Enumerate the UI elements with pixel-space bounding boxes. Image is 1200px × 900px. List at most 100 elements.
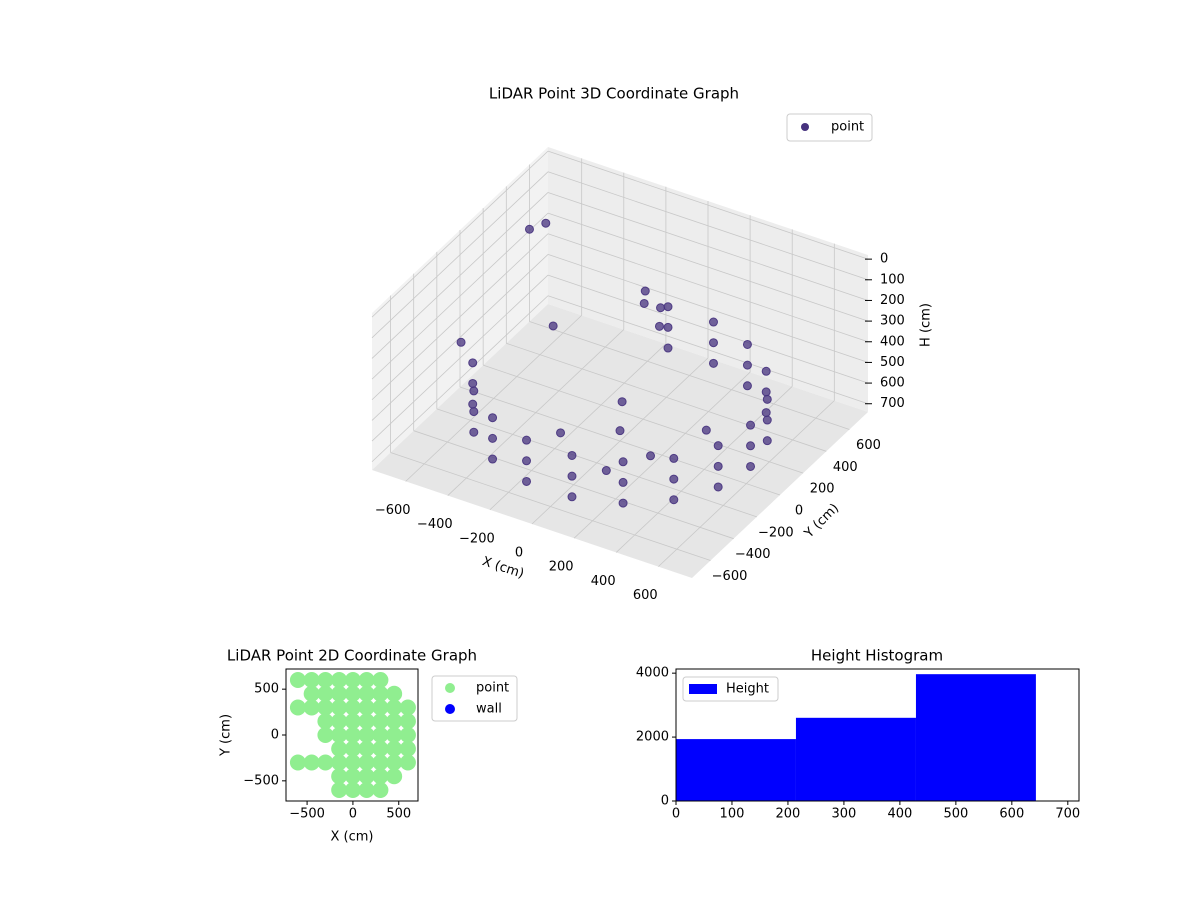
grid-line: [547, 171, 869, 281]
point-3d: [761, 366, 771, 376]
x-tick-label: 100: [720, 807, 745, 822]
x-tick-label: 400: [591, 574, 616, 589]
point: [344, 685, 361, 702]
point-3d: [468, 378, 478, 388]
point-3d: [615, 426, 625, 436]
point: [399, 740, 416, 757]
histogram-bar: [676, 739, 796, 801]
point-3d: [701, 425, 711, 435]
point: [344, 768, 361, 785]
point-3d: [456, 337, 466, 347]
point-3d: [640, 286, 650, 296]
point-3d: [708, 317, 718, 327]
point: [317, 727, 334, 743]
point: [344, 740, 361, 757]
x-tick-label: −600: [375, 503, 411, 518]
grid-line: [547, 233, 869, 343]
point: [289, 754, 306, 771]
point-3d: [708, 338, 718, 348]
legend-label: point: [476, 681, 509, 696]
point-3d: [713, 461, 723, 471]
z-tick-label: 500: [880, 355, 905, 370]
point-3d: [639, 298, 649, 308]
point-3d: [567, 492, 577, 502]
point-3d: [468, 358, 478, 368]
z-axis-label: H (cm): [919, 303, 934, 347]
x-tick-label: 0: [349, 807, 357, 822]
legend-marker: [445, 704, 455, 714]
point-3d: [548, 321, 558, 331]
point: [344, 754, 361, 771]
point: [386, 768, 403, 785]
grid-line: [547, 274, 869, 384]
x-tick-label: 500: [386, 807, 411, 822]
point: [358, 768, 375, 785]
point: [331, 754, 348, 771]
point-3d: [469, 386, 479, 396]
x-tick-label: 0: [672, 807, 680, 822]
z-tick-label: 0: [880, 252, 888, 267]
x-axis-label: X (cm): [331, 830, 374, 845]
y-tick-label: −500: [243, 773, 279, 788]
x-tick-label: 0: [515, 546, 523, 561]
x-tick-label: −200: [459, 531, 495, 546]
point-3d: [522, 476, 532, 486]
point: [372, 699, 389, 716]
grid-line: [371, 233, 549, 401]
point-3d: [656, 303, 666, 313]
point-3d: [522, 456, 532, 466]
point: [317, 699, 334, 716]
point: [386, 685, 403, 702]
point: [331, 782, 348, 798]
point-3d: [762, 415, 772, 425]
point: [331, 713, 348, 730]
point: [317, 685, 334, 702]
x-tick-label: −500: [289, 807, 325, 822]
grid-line: [371, 274, 549, 442]
point-3d: [469, 407, 479, 417]
z-tick-label: 700: [880, 396, 905, 411]
point: [358, 754, 375, 771]
grid-line: [547, 192, 869, 301]
point-3d: [746, 420, 756, 430]
point-3d: [541, 218, 551, 228]
point-3d: [669, 495, 679, 505]
grid-line: [390, 452, 711, 561]
chart-title: LiDAR Point 3D Coordinate Graph: [489, 85, 739, 103]
x-tick-label: 200: [549, 560, 574, 575]
point-3d: [663, 322, 673, 332]
histogram-bar: [795, 717, 916, 801]
grid-line: [371, 295, 549, 463]
point-3d: [488, 454, 498, 464]
point: [372, 713, 389, 730]
point: [303, 754, 320, 771]
point-3d: [713, 441, 723, 451]
y-tick-label: 0: [271, 728, 279, 743]
point: [399, 699, 416, 716]
point-3d: [488, 433, 498, 443]
point-3d: [567, 471, 577, 481]
grid-line: [371, 254, 549, 421]
y-tick-label: 0: [661, 794, 669, 809]
legend-marker: [445, 683, 455, 693]
point-3d: [713, 482, 723, 492]
point: [317, 713, 334, 730]
point-3d: [742, 360, 752, 370]
point: [344, 699, 361, 716]
grid-line: [371, 192, 549, 359]
grid-line: [371, 212, 549, 380]
z-tick-label: 100: [880, 272, 905, 287]
chart-title: Height Histogram: [811, 647, 943, 665]
axes-frame: [285, 668, 419, 802]
point-3d: [618, 477, 628, 487]
point: [358, 740, 375, 757]
point-3d: [708, 358, 718, 368]
grid-line: [547, 212, 869, 322]
point: [386, 727, 403, 743]
y-tick-label: 600: [856, 438, 881, 453]
point-3d: [746, 441, 756, 451]
point-3d: [762, 436, 772, 446]
point: [386, 699, 403, 716]
z-tick-label: 200: [880, 293, 905, 308]
